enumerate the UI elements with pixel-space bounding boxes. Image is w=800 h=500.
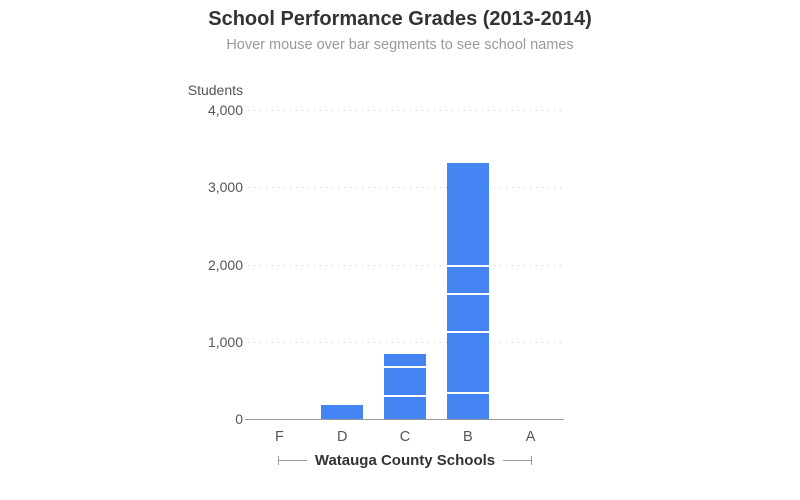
plot-area	[245, 110, 564, 420]
gridline-4000	[248, 110, 562, 111]
axis-bracket-left-line	[278, 460, 307, 461]
gridline-2000	[248, 264, 562, 266]
y-axis-title: Students	[187, 82, 243, 98]
x-tick-label-C: C	[399, 429, 411, 445]
gridline-3000	[248, 187, 562, 189]
chart-subtitle: Hover mouse over bar segments to see sch…	[226, 37, 574, 53]
gridline-1000	[248, 341, 562, 343]
x-tick-label-B: B	[462, 429, 473, 445]
bar-segment-C-1[interactable]	[384, 367, 426, 397]
bar-segment-B-3[interactable]	[446, 267, 489, 296]
bar-segment-C-0[interactable]	[384, 396, 426, 419]
bar-segment-B-4[interactable]	[446, 163, 489, 268]
bar-D	[321, 405, 364, 419]
bar-segment-B-2[interactable]	[446, 295, 489, 334]
y-tick-label: 1,000	[207, 333, 243, 350]
axis-bracket-right-line	[503, 460, 532, 461]
bar-segment-C-2[interactable]	[384, 354, 426, 368]
bar-B	[446, 163, 489, 419]
axis-bracket-left-tick	[277, 456, 279, 465]
x-tick-label-A: A	[525, 429, 536, 445]
y-tick-label: 4,000	[207, 102, 243, 118]
chart-title: School Performance Grades (2013-2014)	[208, 8, 592, 30]
x-tick-label-F: F	[274, 429, 284, 445]
bar-segment-B-0[interactable]	[446, 393, 489, 419]
y-tick-label: 2,000	[207, 256, 243, 273]
bar-segment-D-0[interactable]	[321, 405, 364, 419]
x-axis-title-text: Watauga County Schools	[314, 452, 496, 469]
x-axis-title: Watauga County Schools	[248, 452, 562, 469]
axis-bracket-right-tick	[531, 456, 533, 465]
bar-C	[384, 354, 426, 419]
y-tick-label: 0	[235, 411, 243, 427]
bar-segment-B-1[interactable]	[446, 333, 489, 394]
x-tick-label-D: D	[336, 429, 348, 445]
x-axis-line	[245, 419, 564, 420]
y-tick-label: 3,000	[207, 179, 243, 196]
